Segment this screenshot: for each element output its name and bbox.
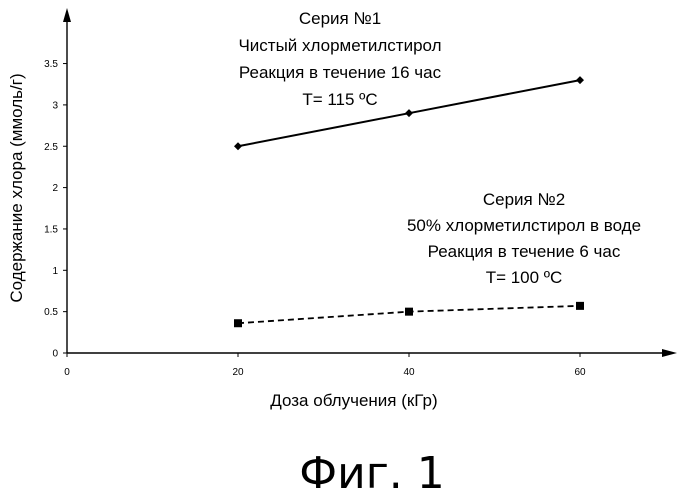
series-2-point	[576, 302, 584, 310]
series1-annotation-line: T= 115 ºC	[302, 90, 377, 109]
x-axis-arrow-icon	[662, 349, 677, 357]
y-tick-label: 2	[52, 183, 58, 194]
figure-caption: Фиг. 1	[299, 448, 445, 499]
series-2-point	[234, 319, 242, 327]
x-tick-label: 40	[403, 367, 415, 378]
y-tick-label: 2.5	[44, 142, 58, 153]
x-tick-label: 0	[64, 367, 70, 378]
series-1-point	[234, 142, 242, 150]
series-1	[234, 76, 584, 150]
series-1-point	[405, 109, 413, 117]
x-tick-label: 60	[574, 367, 586, 378]
y-tick-label: 0.5	[44, 307, 58, 318]
series2-annotation-line: T= 100 ºC	[486, 268, 563, 287]
x-tick-label: 20	[232, 367, 244, 378]
series1-annotation-line: Реакция в течение 16 час	[239, 63, 442, 82]
series1-annotation-line: Серия №1	[299, 9, 381, 28]
y-tick-label: 3	[52, 100, 58, 111]
y-tick-label: 0	[52, 349, 58, 360]
y-tick-label: 1.5	[44, 224, 58, 235]
y-tick-label: 1	[52, 266, 58, 277]
y-axis-arrow-icon	[63, 8, 71, 22]
y-tick-label: 3.5	[44, 59, 58, 70]
series-2-point	[405, 308, 413, 316]
series2-annotation-line: 50% хлорметилстирол в воде	[407, 216, 641, 235]
series2-annotation: Серия №2 50% хлорметилстирол в воде Реакци…	[407, 190, 641, 287]
series2-annotation-line: Реакция в течение 6 час	[428, 242, 621, 261]
x-axis-label: Доза облучения (кГр)	[270, 391, 437, 410]
series-1-point	[576, 76, 584, 84]
series1-annotation: Серия №1 Чистый хлорметилстирол Реакция в …	[238, 9, 441, 109]
y-axis-label: Содержание хлора (ммоль/г)	[7, 73, 26, 302]
series1-annotation-line: Чистый хлорметилстирол	[238, 36, 441, 55]
annotation-layer: Серия №1 Чистый хлорметилстирол Реакция в …	[238, 9, 641, 287]
series-2	[234, 302, 584, 327]
series2-annotation-line: Серия №2	[483, 190, 565, 209]
